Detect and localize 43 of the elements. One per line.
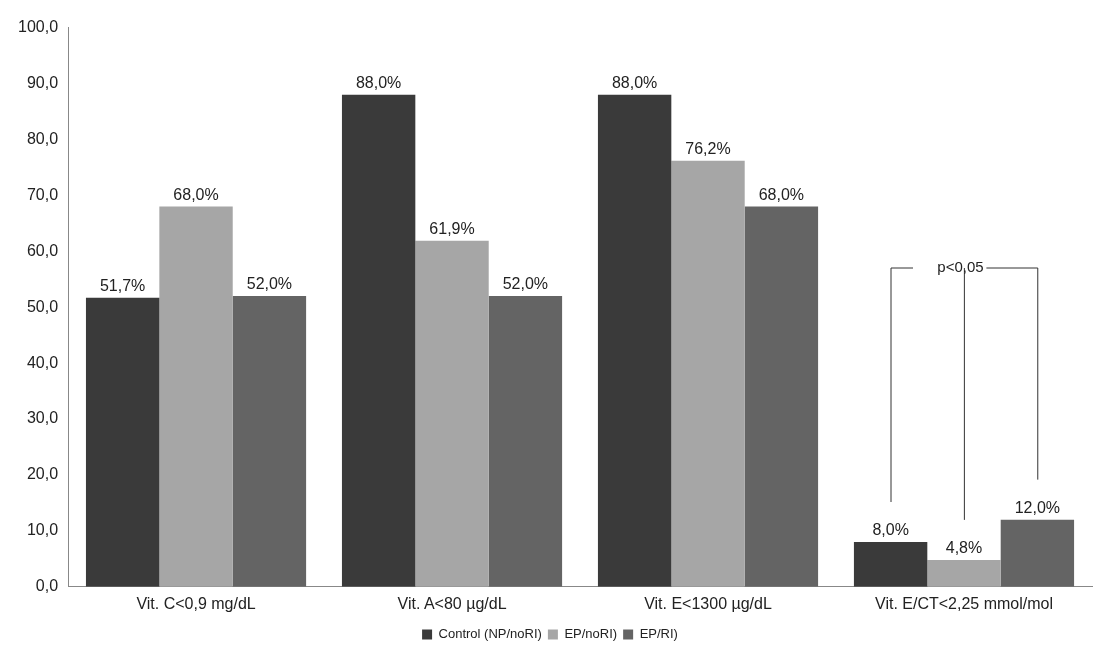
y-tick-label: 60,0 bbox=[26, 241, 59, 259]
y-tick-label: 70,0 bbox=[26, 185, 59, 203]
y-tick-label: 10,0 bbox=[26, 521, 59, 539]
y-tick-label: 20,0 bbox=[26, 465, 59, 483]
bar bbox=[85, 297, 160, 587]
legend-label: EP/RI) bbox=[639, 626, 678, 642]
y-tick-label: 30,0 bbox=[26, 409, 59, 427]
data-label: 8,0% bbox=[872, 521, 909, 539]
bar bbox=[415, 240, 489, 587]
bar bbox=[232, 296, 307, 587]
y-tick-label: 80,0 bbox=[26, 129, 59, 147]
data-label: 68,0% bbox=[758, 185, 805, 203]
data-label: 51,7% bbox=[99, 277, 146, 295]
x-tick-label: Vit. A<80 µg/dL bbox=[397, 594, 507, 612]
bar bbox=[853, 542, 928, 587]
data-label: 12,0% bbox=[1014, 499, 1061, 517]
data-label: 4,8% bbox=[945, 539, 983, 557]
bar bbox=[597, 94, 672, 587]
bar bbox=[1000, 519, 1075, 587]
bar bbox=[671, 160, 745, 587]
x-tick-label: Vit. C<0,9 mg/dL bbox=[136, 594, 256, 612]
bar bbox=[744, 206, 819, 587]
bar bbox=[927, 559, 1001, 587]
y-tick-label: 50,0 bbox=[26, 297, 59, 315]
data-label: 88,0% bbox=[611, 74, 658, 92]
data-label: 61,9% bbox=[429, 220, 475, 238]
bar bbox=[488, 296, 563, 587]
legend-label: EP/noRI) bbox=[564, 626, 618, 642]
bar bbox=[159, 206, 233, 587]
data-label: 88,0% bbox=[355, 74, 402, 92]
annotation: p<0,05 bbox=[937, 258, 984, 277]
data-label: 68,0% bbox=[173, 185, 219, 203]
y-tick-label: 40,0 bbox=[26, 353, 59, 371]
data-label: 52,0% bbox=[246, 275, 293, 293]
y-tick-label: 90,0 bbox=[26, 73, 59, 91]
y-tick-label: 0,0 bbox=[35, 577, 59, 595]
data-label: 52,0% bbox=[502, 275, 549, 293]
y-tick-label: 100,0 bbox=[17, 18, 59, 36]
x-tick-label: Vit. E<1300 µg/dL bbox=[644, 594, 772, 612]
x-tick-label: Vit. E/CT<2,25 mmol/mol bbox=[875, 594, 1053, 612]
legend-label: Control (NP/noRI) bbox=[438, 626, 542, 642]
bar bbox=[341, 94, 416, 587]
data-label: 76,2% bbox=[685, 140, 731, 158]
